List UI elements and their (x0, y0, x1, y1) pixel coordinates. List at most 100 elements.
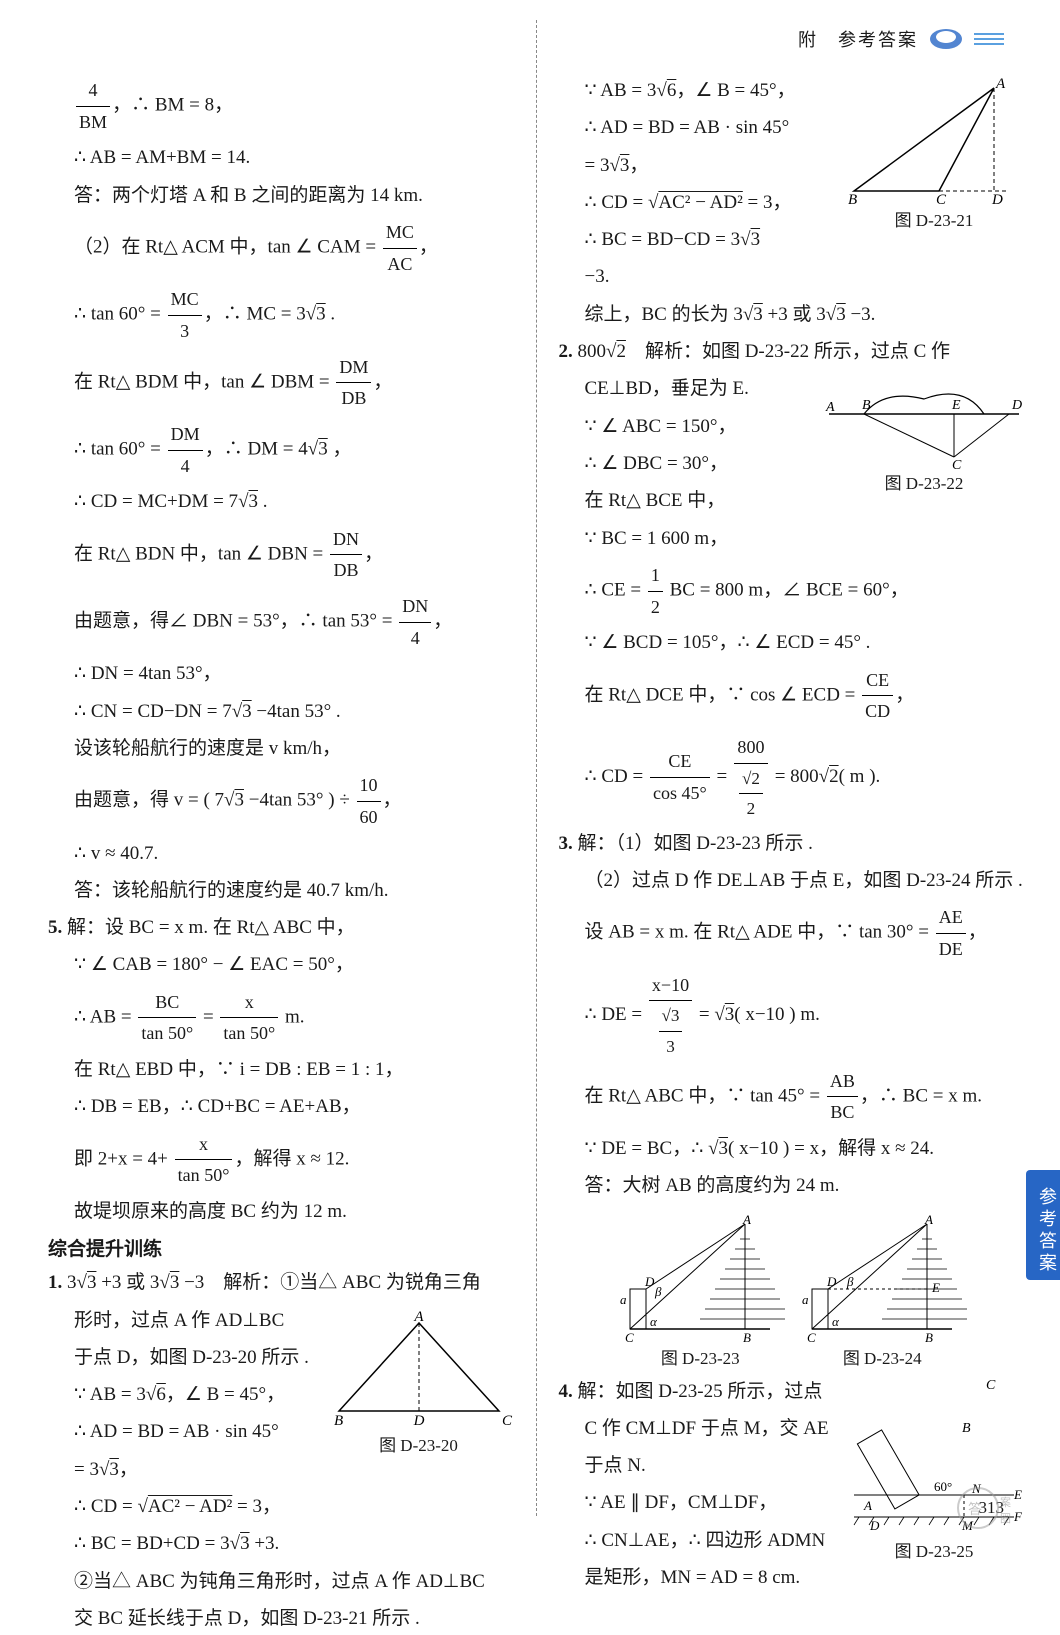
svg-text:E: E (951, 398, 961, 413)
question-1: 1. 3√3 +3 或 3√3 −3 解析：①当△ ABC 为锐角三角 (48, 1267, 514, 1299)
svg-text:60°: 60° (934, 1479, 952, 1494)
svg-text:a: a (620, 1292, 627, 1307)
svg-text:D: D (826, 1274, 837, 1289)
math-line: ∴ CD = CEcos 45° = 800√22 = 800√2( m ). (559, 732, 1025, 823)
svg-text:B: B (862, 398, 871, 413)
svg-text:C: C (952, 458, 962, 469)
text-line: 交 BC 延长线于点 D，如图 D-23-21 所示 . (48, 1603, 514, 1635)
svg-text:D: D (644, 1274, 655, 1289)
math-line: 在 Rt△ DCE 中，∵ cos ∠ ECD = CECD， (559, 665, 1025, 727)
qnum: 2. (559, 341, 573, 362)
math-line: 在 Rt△ ABC 中，∵ tan 45° = ABBC，∴ BC = x m. (559, 1066, 1025, 1128)
math-line: ∴ BC = BD+CD = 3√3 +3. (48, 1528, 514, 1560)
svg-text:B: B (962, 1421, 971, 1436)
figure-d-23-23: a D β α C A B 图 D-23-23 (615, 1214, 785, 1369)
svg-text:α: α (832, 1314, 840, 1329)
math-line: ∴ DN = 4tan 53°， (48, 658, 514, 690)
math-line: 在 Rt△ BDM 中，tan ∠ DBM = DMDB， (48, 352, 514, 414)
svg-text:D: D (991, 192, 1003, 206)
math-line: ∵ DE = BC，∴ √3( x−10 ) = x，解得 x ≈ 24. (559, 1133, 1025, 1165)
math-line: ∴ CN = CD−DN = 7√3 −4tan 53° . (48, 696, 514, 728)
math-line: 由题意，得 v = ( 7√3 −4tan 53° ) ÷ 1060， (48, 770, 514, 832)
svg-text:D: D (869, 1518, 880, 1533)
header-logo-icon (926, 24, 966, 54)
svg-text:A: A (924, 1214, 933, 1227)
fig-caption: 图 D-23-25 (844, 1537, 1024, 1562)
svg-text:B: B (925, 1330, 933, 1344)
svg-text:A: A (825, 400, 835, 415)
figure-d-23-22: A B E D C 图 D-23-22 (824, 379, 1024, 494)
math-line: = 3√3， (48, 1454, 514, 1486)
math-line: ∴ CD = MC+DM = 7√3 . (48, 486, 514, 518)
math-line: ∴ v ≈ 40.7. (48, 838, 514, 870)
math-line: 由题意，得∠ DBN = 53°，∴ tan 53° = DN4， (48, 591, 514, 653)
svg-text:A: A (742, 1214, 751, 1227)
svg-text:D: D (1011, 398, 1022, 413)
page-body: 4BM，∴ BM = 8， ∴ AB = AM+BM = 14. 答：两个灯塔 … (0, 0, 1060, 1536)
svg-text:B: B (743, 1330, 751, 1344)
svg-text:答: 答 (968, 1501, 982, 1518)
watermark-icon: 答 案 圈 (956, 1486, 1026, 1530)
svg-text:α: α (650, 1314, 658, 1329)
svg-text:A: A (995, 76, 1006, 92)
question-3: 3. 解：（1）如图 D-23-23 所示 . (559, 828, 1025, 860)
math-line: 设 AB = x m. 在 Rt△ ADE 中，∵ tan 30° = AEDE… (559, 902, 1025, 964)
svg-text:B: B (334, 1413, 343, 1429)
text-line: 答：该轮船航行的速度约是 40.7 km/h. (48, 875, 514, 907)
fig-caption: 图 D-23-23 (615, 1344, 785, 1369)
math-line: 即 2+x = 4+ xtan 50°，解得 x ≈ 12. (48, 1129, 514, 1191)
svg-text:C: C (625, 1330, 634, 1344)
svg-text:案: 案 (1000, 1495, 1011, 1509)
figure-d-23-25: C B 60° N A E D M F 图 D-23-25 (844, 1377, 1024, 1562)
math-line: ∵ BC = 1 600 m， (559, 523, 1025, 555)
svg-text:C: C (986, 1378, 996, 1393)
math-line: ∴ DB = EB，∴ CD+BC = AE+AB， (48, 1091, 514, 1123)
svg-text:β: β (846, 1274, 854, 1289)
fig-caption: 图 D-23-20 (324, 1431, 514, 1456)
left-column: 4BM，∴ BM = 8， ∴ AB = AM+BM = 14. 答：两个灯塔 … (48, 20, 536, 1516)
header-lines-icon (974, 30, 1004, 48)
svg-text:D: D (412, 1413, 424, 1429)
math-line: ∴ tan 60° = MC3，∴ MC = 3√3 . (48, 284, 514, 346)
qnum: 5. (48, 917, 62, 938)
math-line: ∴ AB = AM+BM = 14. (48, 142, 514, 174)
svg-text:E: E (931, 1280, 940, 1295)
text-line: ②当△ ABC 为钝角三角形时，过点 A 作 AD⊥BC (48, 1566, 514, 1598)
fig-caption: 图 D-23-22 (824, 469, 1024, 494)
svg-text:a: a (802, 1292, 809, 1307)
text-line: 故堤坝原来的高度 BC 约为 12 m. (48, 1196, 514, 1228)
question-2: 2. 800√2 解析：如图 D-23-22 所示，过点 C 作 (559, 336, 1025, 368)
svg-text:B: B (848, 192, 857, 206)
math-line: ∴ DE = x−10√33 = √3( x−10 ) m. (559, 970, 1025, 1061)
qnum: 3. (559, 833, 573, 854)
svg-text:A: A (413, 1311, 424, 1325)
qnum: 1. (48, 1272, 62, 1293)
math-line: ∴ CD = √AC² − AD² = 3， (48, 1491, 514, 1523)
math-line: −3. (559, 261, 1025, 293)
text-line: 答：大树 AB 的高度约为 24 m. (559, 1170, 1025, 1202)
figure-d-23-24: a D β α C A E B 图 D-23-24 (797, 1214, 967, 1369)
svg-text:C: C (502, 1413, 513, 1429)
side-tab: 参考答案 (1026, 1170, 1060, 1280)
svg-text:β: β (654, 1284, 662, 1299)
math-line: （2）在 Rt△ ACM 中，tan ∠ CAM = MCAC， (48, 217, 514, 279)
svg-text:C: C (807, 1330, 816, 1344)
right-column: A B C D 图 D-23-21 ∵ AB = 3√6，∠ B = 45°， … (536, 20, 1025, 1516)
question-5: 5. 解：设 BC = x m. 在 Rt△ ABC 中， (48, 912, 514, 944)
text-line: （2）过点 D 作 DE⊥AB 于点 E，如图 D-23-24 所示 . (559, 865, 1025, 897)
math-line: 4BM，∴ BM = 8， (48, 75, 514, 137)
qnum: 4. (559, 1381, 573, 1402)
svg-text:圈: 圈 (1000, 1512, 1011, 1525)
fig-caption: 图 D-23-21 (844, 206, 1024, 231)
figures-row: a D β α C A B 图 D-23-23 (559, 1208, 1025, 1371)
figure-d-23-20: A B D C 图 D-23-20 (324, 1311, 514, 1456)
text-line: 设该轮船航行的速度是 v km/h， (48, 733, 514, 765)
math-line: ∴ CE = 12 BC = 800 m，∠ BCE = 60°， (559, 560, 1025, 622)
svg-text:C: C (936, 192, 947, 206)
header-title: 附 参考答案 (798, 26, 918, 52)
math-line: ∵ ∠ BCD = 105°，∴ ∠ ECD = 45° . (559, 627, 1025, 659)
math-line: 是矩形，MN = AD = 8 cm. (559, 1562, 1025, 1594)
section-title: 综合提升训练 (48, 1234, 514, 1261)
figure-d-23-21: A B C D 图 D-23-21 (844, 76, 1024, 231)
svg-text:A: A (863, 1498, 872, 1513)
